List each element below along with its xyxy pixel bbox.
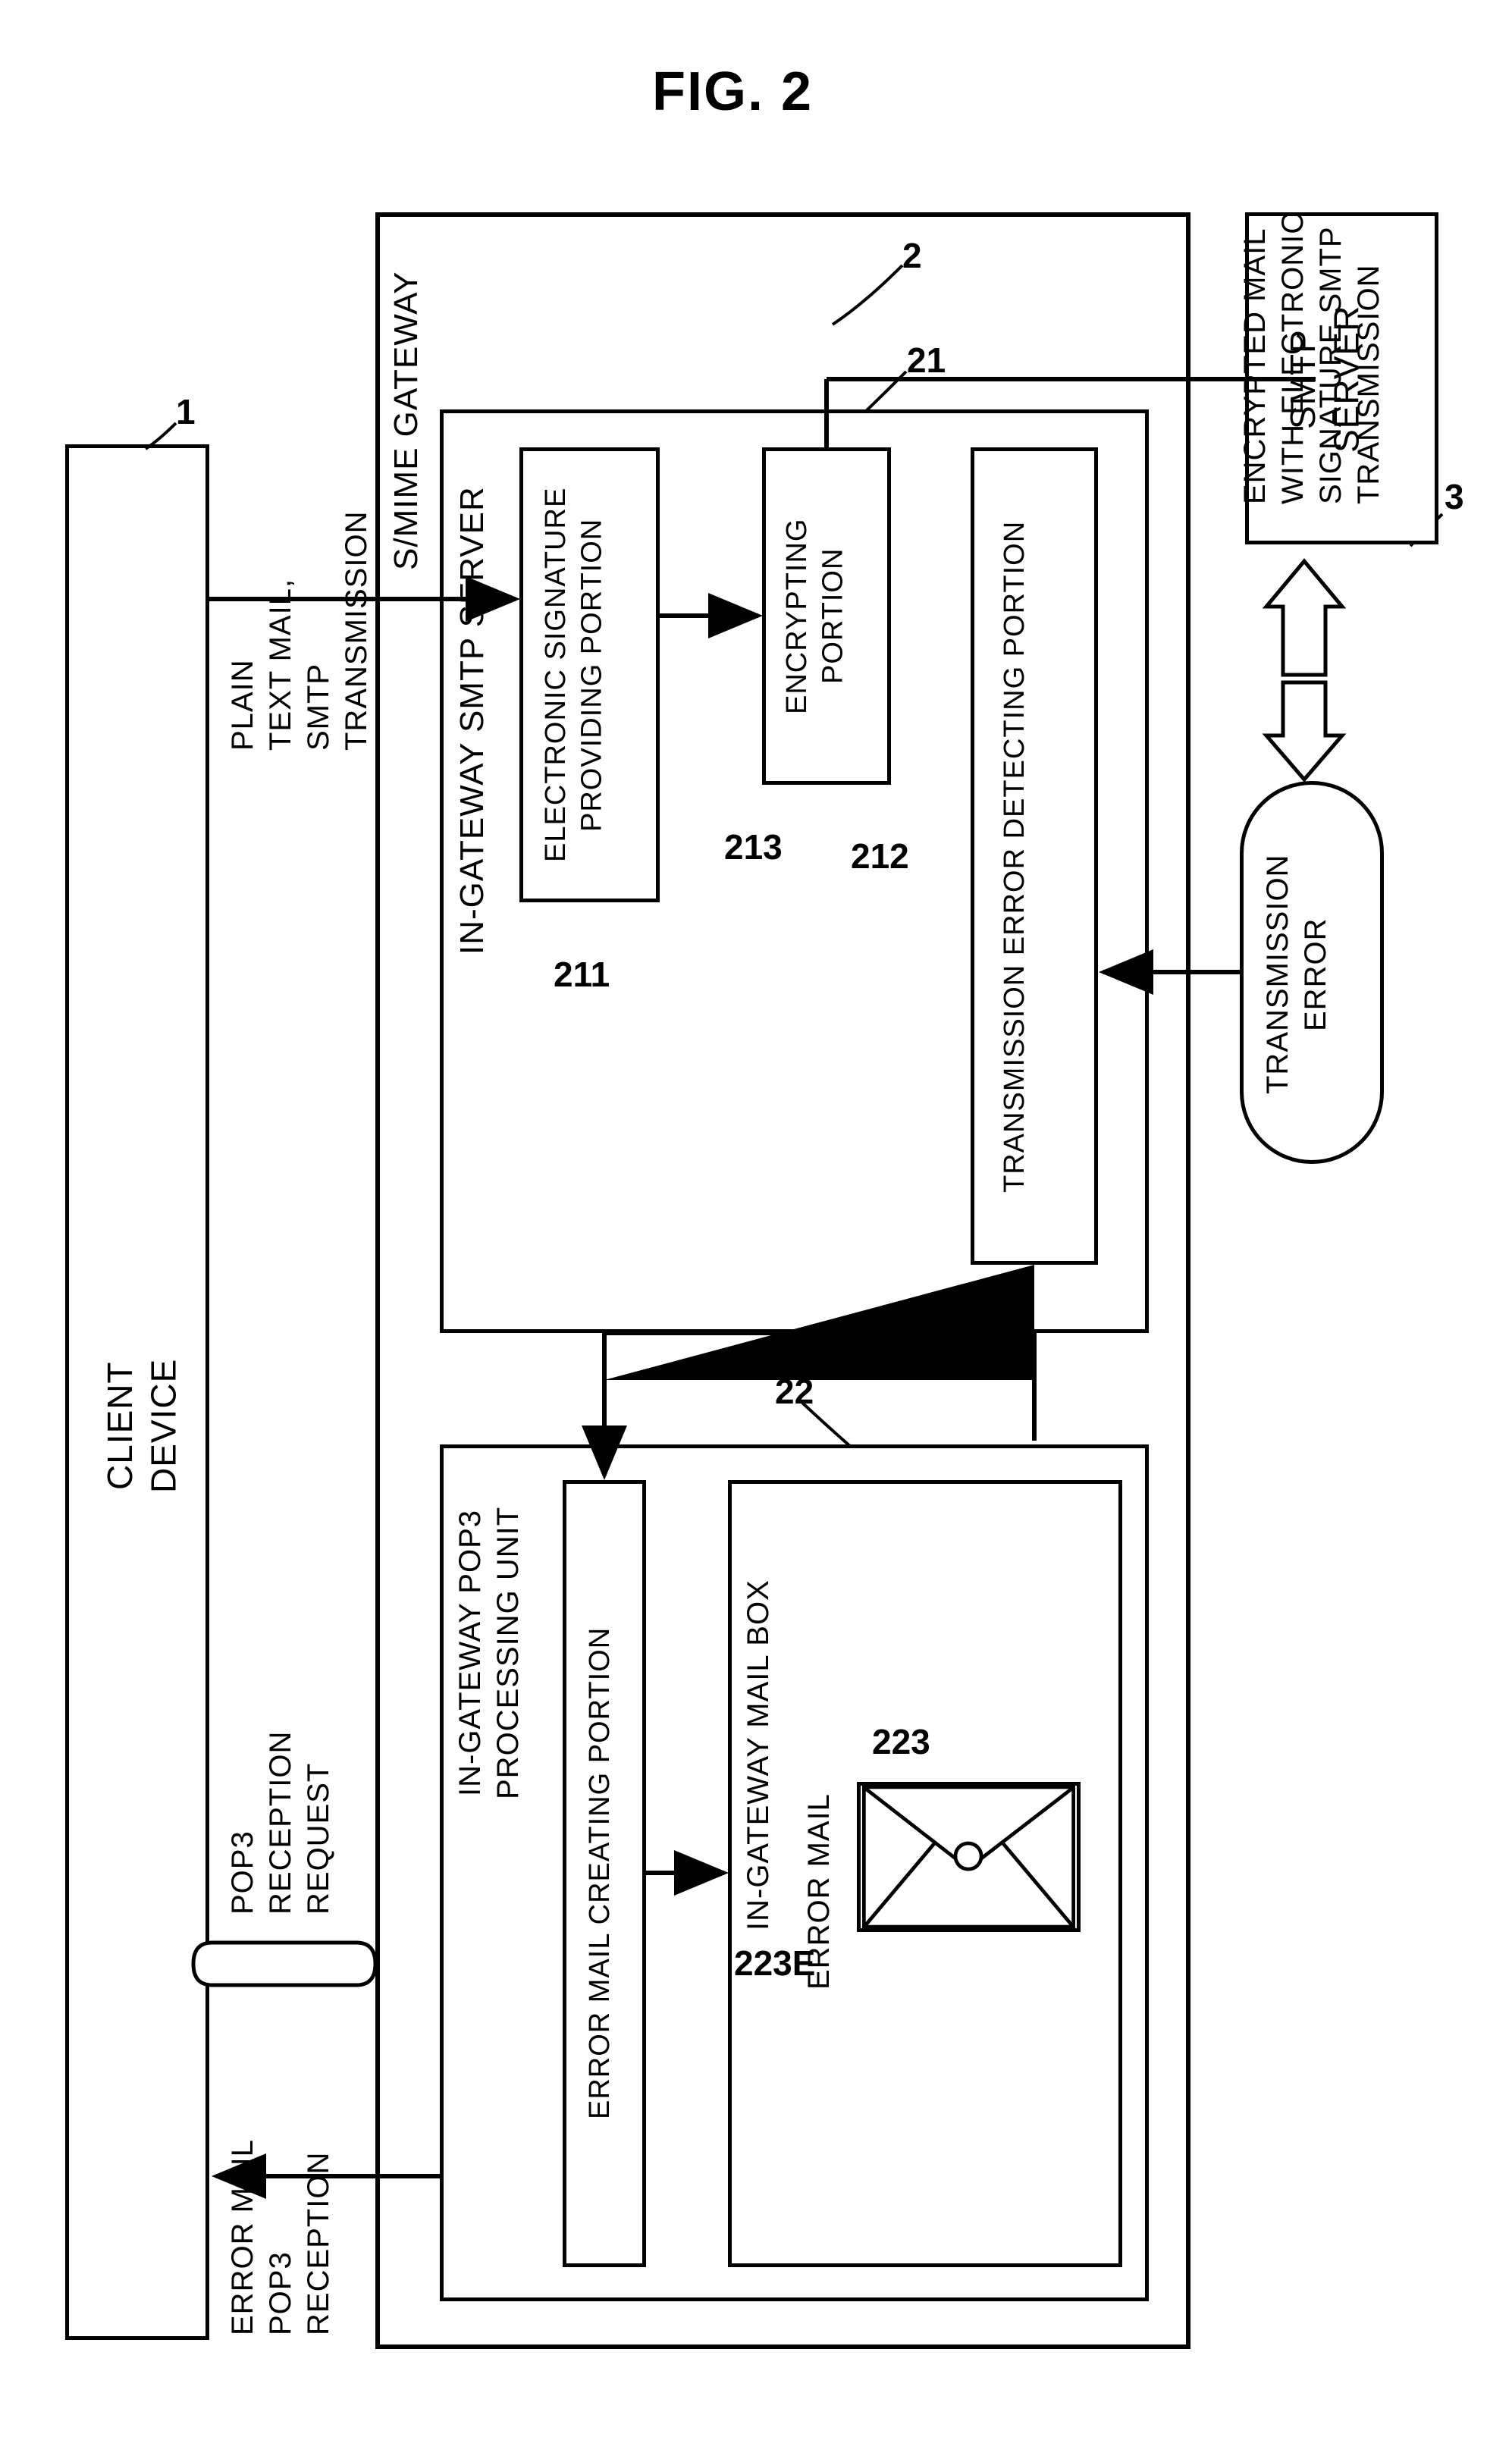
err-detect-box bbox=[971, 447, 1098, 1265]
gateway-ref: 2 bbox=[902, 235, 922, 276]
sig-portion-ref: 211 bbox=[554, 954, 610, 995]
enc-portion-label: ENCRYPTINGPORTION bbox=[780, 463, 870, 770]
err-mail-recv-label: ERROR MAILPOP3RECEPTION bbox=[224, 2032, 337, 2335]
error-mail-ref: 223E bbox=[734, 1943, 815, 1984]
pop3-unit-ref: 22 bbox=[775, 1371, 814, 1412]
mailbox-label: IN-GATEWAY MAIL BOX bbox=[739, 1498, 777, 2013]
envelope-icon bbox=[857, 1782, 1081, 1932]
mailbox-ref: 223 bbox=[872, 1721, 930, 1762]
figure-title: FIG. 2 bbox=[652, 61, 813, 123]
smtp-server-ref: 3 bbox=[1445, 476, 1464, 517]
gateway-label: S/MIME GATEWAY bbox=[385, 231, 427, 610]
err-detect-ref: 213 bbox=[724, 826, 783, 867]
enc-portion-ref: 212 bbox=[851, 836, 909, 877]
client-device-ref: 1 bbox=[176, 391, 196, 432]
sig-portion-label: ELECTRONIC SIGNATUREPROVIDING PORTION bbox=[538, 463, 645, 887]
pop3-req-label: POP3RECEPTIONREQUEST bbox=[224, 1634, 337, 1915]
client-device-label: CLIENTDEVICE bbox=[99, 1304, 182, 1547]
err-create-label: ERROR MAIL CREATING PORTION bbox=[582, 1498, 619, 2248]
plain-text-label: PLAINTEXT MAIL,SMTPTRANSMISSION bbox=[224, 425, 368, 751]
in-gateway-smtp-server-label: IN-GATEWAY SMTP SERVER bbox=[451, 425, 493, 1016]
pop3-unit-label: IN-GATEWAY POP3PROCESSING UNIT bbox=[451, 1456, 535, 1850]
in-gateway-smtp-server-ref: 21 bbox=[907, 340, 946, 381]
encrypted-label: ENCRYPTED MAILWITH ELECTRONICSIGNATURE S… bbox=[1236, 72, 1395, 504]
trans-error-label: TRANSMISSIONERROR bbox=[1259, 815, 1357, 1134]
err-detect-label: TRANSMISSION ERROR DETECTING PORTION bbox=[997, 466, 1034, 1247]
error-mail-label: ERROR MAIL bbox=[800, 1755, 838, 2028]
